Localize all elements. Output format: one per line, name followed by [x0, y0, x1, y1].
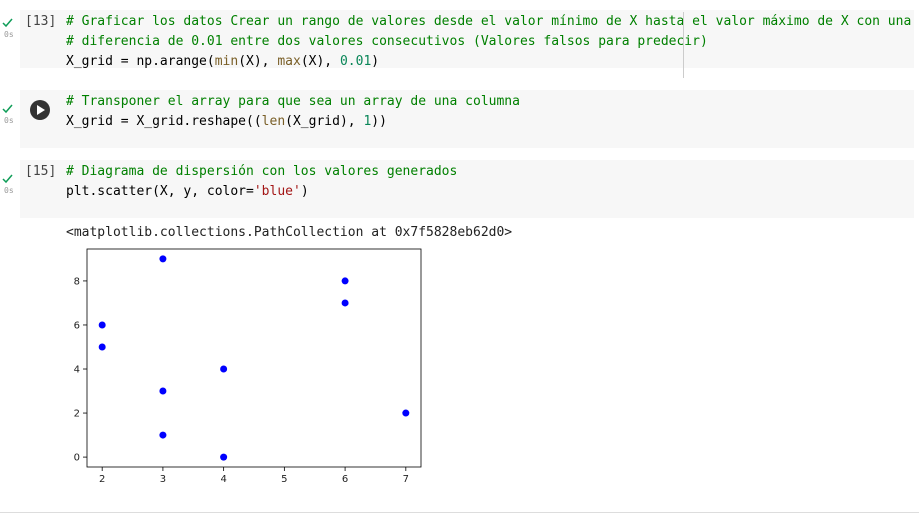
output-text: <matplotlib.collections.PathCollection a… [66, 225, 513, 240]
x-tick-label: 5 [281, 474, 287, 485]
code-token: # Diagrama de dispersión con los valores… [66, 164, 458, 179]
code-token: # diferencia de 0.01 entre dos valores c… [66, 34, 708, 49]
point [341, 277, 349, 285]
point [159, 255, 167, 263]
x-tick-label: 3 [160, 474, 166, 485]
run-status: 0s [0, 170, 20, 195]
check-icon [2, 104, 13, 114]
x-tick-label: 4 [220, 474, 226, 485]
run-button[interactable] [29, 99, 51, 121]
code-token: (X), [238, 54, 278, 69]
x-tick-label: 2 [99, 474, 105, 485]
y-tick-label: 8 [74, 276, 80, 287]
code-token: X_grid = X_grid.reshape(( [66, 114, 262, 129]
point [159, 431, 167, 439]
check-icon [2, 18, 13, 28]
code-token: 0.01 [339, 54, 372, 69]
code[interactable]: # Diagrama de dispersión con los valores… [66, 162, 457, 202]
ruler [683, 12, 684, 78]
code-line: plt.scatter(X, y, color='blue') [66, 182, 457, 202]
y-tick-label: 6 [74, 320, 80, 331]
run-time: 0s [4, 30, 14, 39]
code-token: (X), [300, 54, 340, 69]
code-line: # Diagrama de dispersión con los valores… [66, 162, 457, 182]
code-token: min [214, 54, 239, 69]
y-tick-label: 2 [74, 409, 80, 420]
x-tick-label: 7 [403, 474, 409, 485]
x-tick-label: 6 [342, 474, 348, 485]
y-tick-label: 4 [74, 365, 80, 376]
code-token: max [277, 54, 301, 69]
point [341, 299, 349, 307]
exec-count: [13] [25, 14, 57, 29]
code-cell[interactable]: # Transponer el array para que sea un ar… [20, 90, 914, 148]
point [402, 409, 410, 417]
plot-frame [86, 248, 422, 468]
point [98, 321, 106, 329]
code-line: # Transponer el array para que sea un ar… [66, 92, 520, 112]
code-token: X_grid = np.arange( [66, 54, 215, 69]
point [159, 387, 167, 395]
code-cell[interactable]: [15] # Diagrama de dispersión con los va… [20, 160, 914, 218]
check-icon [2, 174, 13, 184]
code-line: X_grid = np.arange(min(X), max(X), 0.01) [66, 52, 911, 72]
code-line: X_grid = X_grid.reshape((len(X_grid), 1)… [66, 112, 520, 132]
code-token: # Transponer el array para que sea un ar… [66, 94, 520, 109]
code-token: ) [371, 54, 380, 69]
code-line: # Graficar los datos Crear un rango de v… [66, 12, 911, 32]
code-token: (X_grid), [285, 114, 364, 129]
code-token: ) [300, 184, 309, 199]
code-token: # Graficar los datos Crear un rango de v… [66, 14, 912, 29]
y-tick-label: 0 [74, 453, 80, 464]
run-status: 0s [0, 14, 20, 39]
run-time: 0s [4, 186, 14, 195]
run-time: 0s [4, 116, 14, 125]
code-line: # diferencia de 0.01 entre dos valores c… [66, 32, 911, 52]
divider [0, 512, 919, 513]
code-token: plt.scatter(X, y, color= [66, 184, 254, 199]
scatter-chart: 2 3 4 5 6 7 0 2 4 6 8 [74, 248, 422, 485]
run-status: 0s [0, 100, 20, 125]
code[interactable]: # Transponer el array para que sea un ar… [66, 92, 520, 132]
point [98, 343, 106, 351]
code-token: )) [371, 114, 387, 129]
point [220, 453, 228, 461]
code-token: len [261, 114, 286, 129]
code-token: 'blue' [253, 184, 301, 199]
code-cell[interactable]: [13] # Graficar los datos Crear un rango… [20, 10, 914, 78]
code-token: 1 [363, 114, 372, 129]
exec-count: [15] [25, 164, 57, 179]
point [220, 365, 228, 373]
code[interactable]: # Graficar los datos Crear un rango de v… [66, 12, 911, 72]
